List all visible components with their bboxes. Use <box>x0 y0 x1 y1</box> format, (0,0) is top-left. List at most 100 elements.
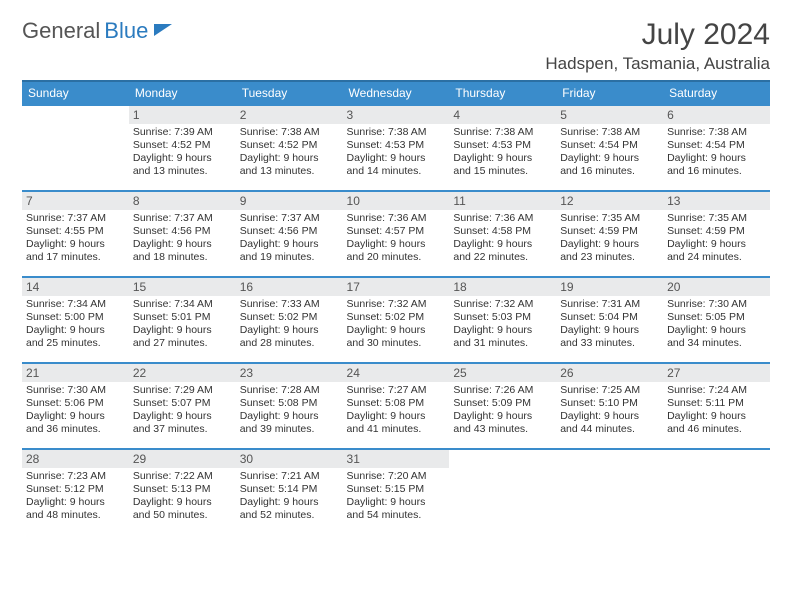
day-details: Sunrise: 7:32 AMSunset: 5:02 PMDaylight:… <box>343 296 450 353</box>
logo-mark-icon <box>154 24 172 36</box>
calendar-day-cell: 28Sunrise: 7:23 AMSunset: 5:12 PMDayligh… <box>22 449 129 535</box>
calendar-day-cell: 16Sunrise: 7:33 AMSunset: 5:02 PMDayligh… <box>236 277 343 363</box>
calendar-day-cell: 15Sunrise: 7:34 AMSunset: 5:01 PMDayligh… <box>129 277 236 363</box>
day-details: Sunrise: 7:38 AMSunset: 4:54 PMDaylight:… <box>663 124 770 181</box>
calendar-day-cell: 24Sunrise: 7:27 AMSunset: 5:08 PMDayligh… <box>343 363 450 449</box>
day-number: 24 <box>343 364 450 382</box>
calendar-day-cell: 8Sunrise: 7:37 AMSunset: 4:56 PMDaylight… <box>129 191 236 277</box>
day-details: Sunrise: 7:25 AMSunset: 5:10 PMDaylight:… <box>556 382 663 439</box>
calendar-day-cell: 11Sunrise: 7:36 AMSunset: 4:58 PMDayligh… <box>449 191 556 277</box>
weekday-header: Wednesday <box>343 81 450 105</box>
day-details: Sunrise: 7:38 AMSunset: 4:54 PMDaylight:… <box>556 124 663 181</box>
day-number: 5 <box>556 106 663 124</box>
calendar-day-cell: 23Sunrise: 7:28 AMSunset: 5:08 PMDayligh… <box>236 363 343 449</box>
day-number: 3 <box>343 106 450 124</box>
day-details: Sunrise: 7:38 AMSunset: 4:53 PMDaylight:… <box>343 124 450 181</box>
day-details: Sunrise: 7:35 AMSunset: 4:59 PMDaylight:… <box>663 210 770 267</box>
day-number: 19 <box>556 278 663 296</box>
calendar-table: Sunday Monday Tuesday Wednesday Thursday… <box>22 80 770 535</box>
day-details: Sunrise: 7:39 AMSunset: 4:52 PMDaylight:… <box>129 124 236 181</box>
calendar-day-cell: 7Sunrise: 7:37 AMSunset: 4:55 PMDaylight… <box>22 191 129 277</box>
calendar-day-cell: 18Sunrise: 7:32 AMSunset: 5:03 PMDayligh… <box>449 277 556 363</box>
calendar-week-row: ..1Sunrise: 7:39 AMSunset: 4:52 PMDaylig… <box>22 105 770 191</box>
calendar-day-cell: 19Sunrise: 7:31 AMSunset: 5:04 PMDayligh… <box>556 277 663 363</box>
calendar-day-cell: 2Sunrise: 7:38 AMSunset: 4:52 PMDaylight… <box>236 105 343 191</box>
day-details: Sunrise: 7:24 AMSunset: 5:11 PMDaylight:… <box>663 382 770 439</box>
calendar-day-cell: 20Sunrise: 7:30 AMSunset: 5:05 PMDayligh… <box>663 277 770 363</box>
page-title: July 2024 <box>545 18 770 52</box>
weekday-header: Tuesday <box>236 81 343 105</box>
day-number: 14 <box>22 278 129 296</box>
calendar-day-cell: .. <box>449 449 556 535</box>
calendar-week-row: 14Sunrise: 7:34 AMSunset: 5:00 PMDayligh… <box>22 277 770 363</box>
page: GeneralBlue July 2024 Hadspen, Tasmania,… <box>0 0 792 535</box>
calendar-day-cell: 14Sunrise: 7:34 AMSunset: 5:00 PMDayligh… <box>22 277 129 363</box>
weekday-header-row: Sunday Monday Tuesday Wednesday Thursday… <box>22 81 770 105</box>
weekday-header: Monday <box>129 81 236 105</box>
day-number: 4 <box>449 106 556 124</box>
calendar-day-cell: 30Sunrise: 7:21 AMSunset: 5:14 PMDayligh… <box>236 449 343 535</box>
day-number: 27 <box>663 364 770 382</box>
day-details: Sunrise: 7:33 AMSunset: 5:02 PMDaylight:… <box>236 296 343 353</box>
day-details: Sunrise: 7:27 AMSunset: 5:08 PMDaylight:… <box>343 382 450 439</box>
day-details: Sunrise: 7:36 AMSunset: 4:57 PMDaylight:… <box>343 210 450 267</box>
day-number: 9 <box>236 192 343 210</box>
calendar-day-cell: 4Sunrise: 7:38 AMSunset: 4:53 PMDaylight… <box>449 105 556 191</box>
day-number: 23 <box>236 364 343 382</box>
day-number: 7 <box>22 192 129 210</box>
day-details: Sunrise: 7:35 AMSunset: 4:59 PMDaylight:… <box>556 210 663 267</box>
day-number: 17 <box>343 278 450 296</box>
calendar-week-row: 21Sunrise: 7:30 AMSunset: 5:06 PMDayligh… <box>22 363 770 449</box>
logo-word2: Blue <box>104 18 148 44</box>
weekday-header: Sunday <box>22 81 129 105</box>
location-subtitle: Hadspen, Tasmania, Australia <box>545 54 770 74</box>
day-details: Sunrise: 7:38 AMSunset: 4:52 PMDaylight:… <box>236 124 343 181</box>
calendar-day-cell: 21Sunrise: 7:30 AMSunset: 5:06 PMDayligh… <box>22 363 129 449</box>
day-number: 26 <box>556 364 663 382</box>
day-number: 18 <box>449 278 556 296</box>
day-details: Sunrise: 7:37 AMSunset: 4:56 PMDaylight:… <box>129 210 236 267</box>
calendar-day-cell: 1Sunrise: 7:39 AMSunset: 4:52 PMDaylight… <box>129 105 236 191</box>
day-number: 29 <box>129 450 236 468</box>
day-details: Sunrise: 7:31 AMSunset: 5:04 PMDaylight:… <box>556 296 663 353</box>
day-details: Sunrise: 7:32 AMSunset: 5:03 PMDaylight:… <box>449 296 556 353</box>
day-details: Sunrise: 7:28 AMSunset: 5:08 PMDaylight:… <box>236 382 343 439</box>
day-number: 25 <box>449 364 556 382</box>
day-number: 10 <box>343 192 450 210</box>
day-number: 20 <box>663 278 770 296</box>
calendar-day-cell: 17Sunrise: 7:32 AMSunset: 5:02 PMDayligh… <box>343 277 450 363</box>
calendar-day-cell: .. <box>663 449 770 535</box>
calendar-day-cell: 5Sunrise: 7:38 AMSunset: 4:54 PMDaylight… <box>556 105 663 191</box>
weekday-header: Saturday <box>663 81 770 105</box>
calendar-day-cell: .. <box>22 105 129 191</box>
day-number: 21 <box>22 364 129 382</box>
day-details: Sunrise: 7:20 AMSunset: 5:15 PMDaylight:… <box>343 468 450 525</box>
calendar-day-cell: 6Sunrise: 7:38 AMSunset: 4:54 PMDaylight… <box>663 105 770 191</box>
day-number: 30 <box>236 450 343 468</box>
day-details: Sunrise: 7:23 AMSunset: 5:12 PMDaylight:… <box>22 468 129 525</box>
day-number: 13 <box>663 192 770 210</box>
day-number: 2 <box>236 106 343 124</box>
day-details: Sunrise: 7:37 AMSunset: 4:56 PMDaylight:… <box>236 210 343 267</box>
day-number: 28 <box>22 450 129 468</box>
calendar-day-cell: 12Sunrise: 7:35 AMSunset: 4:59 PMDayligh… <box>556 191 663 277</box>
weekday-header: Friday <box>556 81 663 105</box>
logo-word1: General <box>22 18 100 44</box>
calendar-day-cell: 10Sunrise: 7:36 AMSunset: 4:57 PMDayligh… <box>343 191 450 277</box>
day-details: Sunrise: 7:37 AMSunset: 4:55 PMDaylight:… <box>22 210 129 267</box>
day-details: Sunrise: 7:34 AMSunset: 5:01 PMDaylight:… <box>129 296 236 353</box>
day-number: 11 <box>449 192 556 210</box>
day-number: 31 <box>343 450 450 468</box>
day-details: Sunrise: 7:22 AMSunset: 5:13 PMDaylight:… <box>129 468 236 525</box>
calendar-day-cell: 3Sunrise: 7:38 AMSunset: 4:53 PMDaylight… <box>343 105 450 191</box>
calendar-day-cell: 31Sunrise: 7:20 AMSunset: 5:15 PMDayligh… <box>343 449 450 535</box>
day-details: Sunrise: 7:29 AMSunset: 5:07 PMDaylight:… <box>129 382 236 439</box>
day-details: Sunrise: 7:21 AMSunset: 5:14 PMDaylight:… <box>236 468 343 525</box>
day-number: 8 <box>129 192 236 210</box>
day-number: 6 <box>663 106 770 124</box>
day-number: 15 <box>129 278 236 296</box>
day-details: Sunrise: 7:36 AMSunset: 4:58 PMDaylight:… <box>449 210 556 267</box>
calendar-day-cell: 9Sunrise: 7:37 AMSunset: 4:56 PMDaylight… <box>236 191 343 277</box>
weekday-header: Thursday <box>449 81 556 105</box>
day-details: Sunrise: 7:38 AMSunset: 4:53 PMDaylight:… <box>449 124 556 181</box>
